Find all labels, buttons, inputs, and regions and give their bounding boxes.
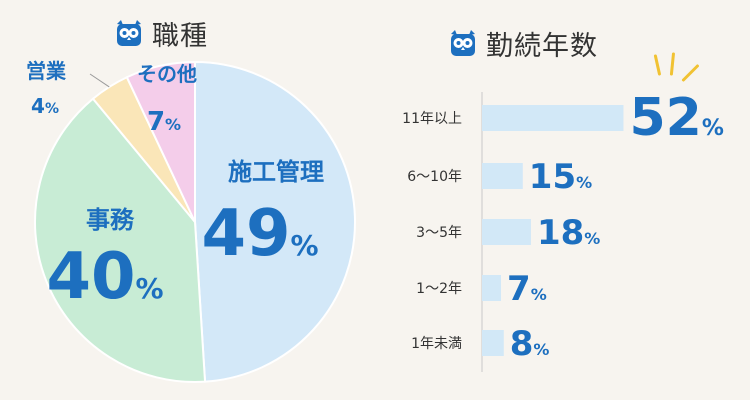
burst-lines-icon (653, 52, 699, 82)
slice-value: 7% (147, 107, 181, 137)
slice-label: 事務 (86, 206, 135, 234)
bar (482, 275, 502, 301)
leader-line (89, 73, 110, 88)
bar-title-text: 勤続年数 (486, 31, 598, 62)
bar-value: 7% (507, 269, 547, 309)
category-label: 11年以上 (402, 111, 462, 127)
pie-slice (125, 60, 196, 223)
category-label: 6〜10年 (407, 169, 462, 185)
bar (482, 163, 523, 189)
bar-value: 52% (629, 88, 723, 148)
pie-slice (34, 97, 207, 383)
slice-value: 40% (46, 240, 163, 314)
bar-chart-title: 勤続年数 (448, 24, 598, 63)
pie-chart-title: 職種 (114, 14, 208, 53)
category-label: 3〜5年 (416, 225, 462, 241)
pie-slice (194, 60, 356, 383)
pie-title-text: 職種 (152, 21, 208, 52)
bar-value: 15% (529, 157, 592, 197)
slice-value: 49% (201, 197, 318, 271)
bar-value: 18% (537, 213, 600, 253)
owl-icon (117, 19, 141, 46)
bar-value: 8% (510, 324, 550, 364)
bar (482, 219, 531, 245)
slice-label: その他 (137, 62, 197, 86)
slice-label: 営業 (26, 59, 67, 83)
category-label: 1〜2年 (416, 281, 462, 297)
slice-value: 4% (31, 94, 59, 118)
bar (482, 105, 624, 131)
bar (482, 330, 504, 356)
owl-icon (451, 29, 475, 56)
slice-label: 施工管理 (228, 158, 324, 186)
category-label: 1年未満 (411, 336, 462, 352)
